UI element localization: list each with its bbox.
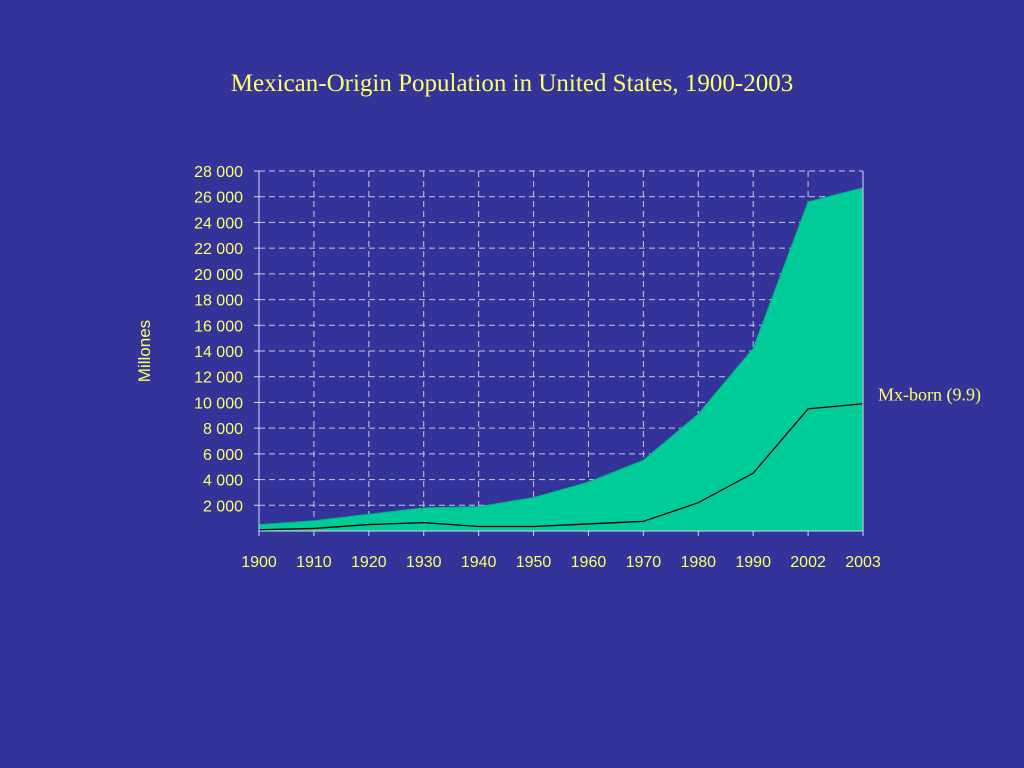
x-tick-label: 2003 <box>845 554 881 571</box>
y-tick-label: 12 000 <box>194 370 243 387</box>
x-tick-label: 2002 <box>790 554 826 571</box>
y-tick-label: 2 000 <box>203 498 243 515</box>
y-tick-label: 6 000 <box>203 447 243 464</box>
chart-areas <box>258 187 864 531</box>
y-tick-label: 14 000 <box>194 344 243 361</box>
chart-title: Mexican-Origin Population in United Stat… <box>230 70 794 97</box>
total-population-area <box>259 187 863 531</box>
y-tick-label: 26 000 <box>194 190 243 207</box>
x-tick-label: 1970 <box>626 554 662 571</box>
x-tick-label: 1900 <box>241 554 277 571</box>
x-tick-label: 1930 <box>406 554 442 571</box>
y-tick-label: 8 000 <box>203 421 243 438</box>
y-tick-label: 20 000 <box>194 267 243 284</box>
x-tick-labels: 1900 1910 1920 1930 1940 1950 1960 1970 1980 1990… <box>241 554 881 571</box>
mx-born-annotation: Mx-born (9.9) <box>878 385 981 406</box>
y-axis-label: Millones <box>135 320 154 382</box>
mx-born-line <box>258 403 864 531</box>
y-tick-label: 4 000 <box>203 473 243 490</box>
y-tick-label: 24 000 <box>194 215 243 232</box>
y-tick-label: 16 000 <box>194 318 243 335</box>
x-tick-label: 1950 <box>516 554 552 571</box>
x-tick-label: 1940 <box>461 554 497 571</box>
x-tick-label: 1960 <box>571 554 607 571</box>
x-tick-label: 1910 <box>296 554 332 571</box>
total-population-line <box>258 187 864 526</box>
y-tick-label: 18 000 <box>194 293 243 310</box>
chart-annotations: Mx-born (9.9) <box>878 385 981 406</box>
y-tick-label: 10 000 <box>194 395 243 412</box>
x-tick-label: 1920 <box>351 554 387 571</box>
y-tick-label: 22 000 <box>194 241 243 258</box>
chart-axes <box>254 170 864 536</box>
y-tick-labels: 2 000 4 000 6 000 8 000 10 000 12 000 14 000 16… <box>194 164 243 515</box>
x-tick-label: 1980 <box>680 554 716 571</box>
x-tick-label: 1990 <box>735 554 771 571</box>
y-tick-label: 28 000 <box>194 164 243 181</box>
